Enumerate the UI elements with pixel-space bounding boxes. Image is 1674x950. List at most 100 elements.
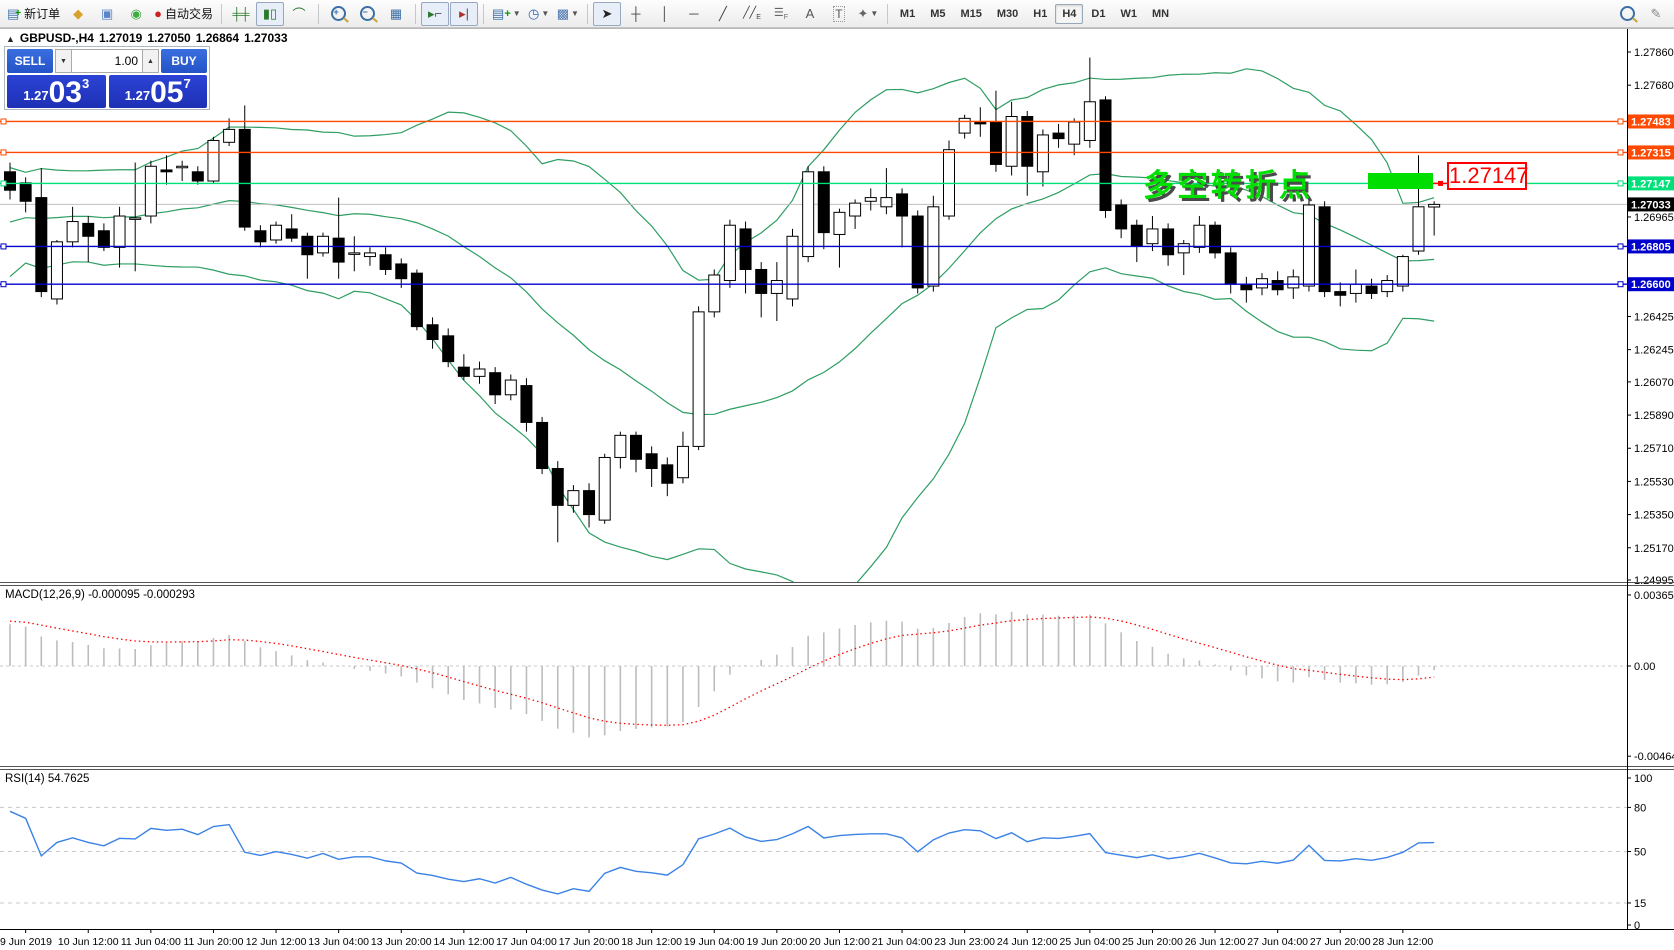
line-handle[interactable]: [0, 243, 7, 250]
auto-scroll-button[interactable]: ▸⌐: [421, 1, 450, 26]
candle: [270, 221, 283, 244]
horizontal-line[interactable]: 1.27315: [0, 145, 1674, 160]
candle: [1021, 110, 1034, 196]
timeframe-mn[interactable]: MN: [1151, 7, 1170, 20]
line-handle[interactable]: [0, 149, 7, 156]
volume-input[interactable]: 1.00: [72, 49, 142, 73]
current-price-badge: [1628, 197, 1674, 212]
templates-button[interactable]: ▩ ▼: [554, 2, 582, 26]
periods-icon: ◷: [528, 5, 540, 21]
volume-down-stepper[interactable]: ▼: [55, 49, 72, 73]
line-handle[interactable]: [1617, 243, 1624, 250]
autotrading-button[interactable]: ● 自动交易: [154, 6, 214, 21]
candle: [755, 262, 768, 318]
timeframe-m30[interactable]: M30: [996, 7, 1019, 20]
text-label-button[interactable]: T: [825, 2, 853, 26]
candle: [1162, 223, 1175, 266]
price-badge: [1628, 239, 1674, 254]
line-handle[interactable]: [1617, 118, 1624, 125]
line-handle[interactable]: [1617, 149, 1624, 156]
line-handle[interactable]: [1617, 281, 1624, 288]
candle: [1146, 216, 1159, 252]
candle: [19, 177, 32, 213]
chart-title: ▲ GBPUSD-,H4 1.27019 1.27050 1.26864 1.27033: [6, 31, 288, 45]
horizontal-line[interactable]: 1.26600: [0, 277, 1674, 292]
rsi-axis-label: 100: [1634, 773, 1652, 785]
buy-price-button[interactable]: 1.27 05 7: [108, 75, 207, 108]
zoom-out-button[interactable]: −: [353, 2, 381, 26]
text-icon: A: [805, 6, 815, 21]
green-rectangle-annotation[interactable]: [1368, 173, 1433, 189]
time-label: 17 Jun 20:00: [559, 936, 620, 948]
bollinger-bands: [9, 68, 1435, 582]
new-order-button[interactable]: ▤ + 新订单: [7, 5, 61, 22]
line-chart-button[interactable]: ⌒: [285, 2, 313, 26]
candle: [1193, 216, 1206, 253]
price-tick-label: 1.26965: [1634, 212, 1674, 224]
timeframe-h1[interactable]: H1: [1033, 7, 1048, 20]
timeframe-d1[interactable]: D1: [1091, 7, 1106, 20]
price-badge-text: 1.27483: [1631, 116, 1671, 128]
text-button[interactable]: A: [796, 2, 824, 26]
edit-button[interactable]: ✎: [1642, 2, 1670, 26]
profile-button[interactable]: ◆: [64, 2, 92, 26]
line-handle[interactable]: [1617, 180, 1624, 187]
horizontal-line[interactable]: 1.27147: [0, 176, 1674, 191]
horizontal-line[interactable]: 1.27483: [0, 114, 1674, 129]
rsi-axis-label: 80: [1634, 802, 1646, 814]
search-button[interactable]: [1613, 2, 1641, 26]
chart-shift-icon: ▸|: [459, 5, 469, 21]
trendline-button[interactable]: ╱: [709, 2, 737, 26]
tile-windows-button[interactable]: ▦: [382, 2, 410, 26]
candle: [144, 160, 157, 224]
price-badge-text: 1.26600: [1631, 279, 1671, 291]
timeframe-h4[interactable]: H4: [1055, 3, 1084, 24]
time-label: 17 Jun 04:00: [496, 936, 557, 948]
profile-icon: ◆: [73, 5, 84, 21]
timeframe-w1[interactable]: W1: [1120, 7, 1137, 20]
rsi-line: [9, 810, 1435, 895]
crosshair-button[interactable]: ┼: [622, 2, 650, 26]
timeframe-m15[interactable]: M15: [960, 7, 982, 20]
channel-button[interactable]: ╱╱E: [738, 2, 766, 26]
turning-point-annotation[interactable]: 多空转折点: [1143, 168, 1313, 203]
signal-button[interactable]: ◉: [122, 2, 150, 26]
price-tick-label: 1.27680: [1634, 80, 1674, 92]
chart-shift-button[interactable]: ▸|: [450, 1, 479, 26]
indicators-button[interactable]: ▤ + ▼: [489, 2, 524, 26]
horizontal-line-button[interactable]: ─: [680, 2, 708, 26]
sell-price-button[interactable]: 1.27 03 3: [7, 75, 106, 108]
periods-button[interactable]: ◷ ▼: [525, 2, 553, 26]
bollinger-upper: [9, 68, 1435, 281]
line-handle[interactable]: [0, 118, 7, 125]
cursor-button[interactable]: ➤: [592, 1, 621, 26]
bar-chart-button[interactable]: ╪╪: [227, 2, 255, 26]
candle: [661, 457, 674, 497]
horizontal-line[interactable]: 1.26805: [0, 239, 1674, 254]
vertical-line-button[interactable]: │: [651, 2, 679, 26]
time-label: 9 Jun 2019: [0, 936, 52, 948]
candlestick-chart-button[interactable]: ▮▯: [256, 1, 285, 26]
volume-up-stepper[interactable]: ▲: [142, 49, 159, 73]
sell-button[interactable]: SELL: [7, 49, 53, 73]
chart-window-button[interactable]: ▣: [93, 2, 121, 26]
candle: [1177, 239, 1190, 276]
collapse-panel-icon[interactable]: ▲: [6, 34, 15, 44]
price-label-annotation[interactable]: 1.27147: [1447, 162, 1529, 190]
arrows-button[interactable]: ✦ ▼: [854, 2, 882, 26]
candle: [160, 155, 173, 185]
buy-button[interactable]: BUY: [161, 49, 207, 73]
line-handle[interactable]: [0, 281, 7, 288]
toolbar-separator: [886, 3, 888, 24]
zoom-in-button[interactable]: +: [324, 2, 352, 26]
bar-chart-icon: ╪╪: [232, 6, 250, 21]
fibonacci-button[interactable]: ☰F: [767, 2, 795, 26]
timeframe-m1[interactable]: M1: [899, 7, 916, 20]
timeframe-m5[interactable]: M5: [930, 7, 946, 20]
chevron-down-icon: ▼: [870, 9, 879, 18]
time-label: 25 Jun 04:00: [1059, 936, 1120, 948]
price-tick-label: 1.25890: [1634, 410, 1674, 422]
line-chart-icon: ⌒: [292, 7, 306, 22]
line-handle[interactable]: [0, 180, 7, 187]
candle: [676, 431, 689, 484]
